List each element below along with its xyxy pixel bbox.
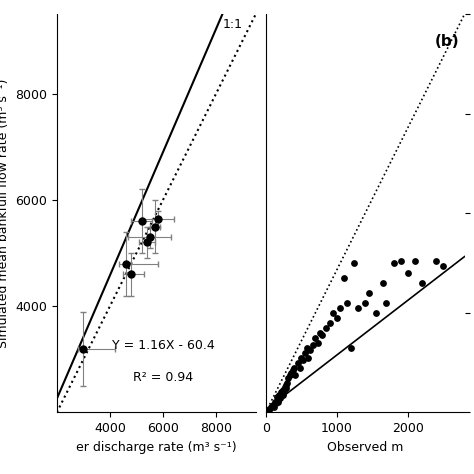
Point — [283, 379, 291, 386]
Point — [337, 304, 344, 312]
Point — [281, 384, 289, 392]
Point — [383, 299, 390, 307]
Point — [307, 346, 314, 354]
Point — [311, 334, 319, 342]
Point — [282, 385, 289, 392]
Point — [418, 279, 426, 287]
Point — [296, 364, 303, 372]
Point — [319, 331, 326, 339]
Point — [304, 354, 312, 362]
Point — [322, 324, 330, 332]
Point — [314, 339, 321, 346]
Point — [289, 366, 296, 374]
Point — [277, 392, 284, 400]
Point — [274, 396, 282, 404]
Point — [432, 257, 440, 264]
Point — [287, 369, 295, 376]
Point — [397, 257, 404, 264]
Point — [283, 381, 290, 389]
Point — [372, 309, 380, 317]
Point — [269, 401, 276, 409]
Point — [344, 299, 351, 307]
Point — [365, 289, 373, 297]
Point — [286, 371, 293, 379]
Point — [267, 403, 275, 411]
Point — [297, 354, 305, 362]
Point — [278, 390, 286, 397]
Point — [347, 344, 355, 352]
Point — [290, 364, 298, 372]
Y-axis label: Simulated mean bankfull flow rate (m³ s⁻¹): Simulated mean bankfull flow rate (m³ s⁻… — [0, 79, 9, 348]
Point — [439, 262, 447, 269]
Point — [379, 279, 387, 287]
Point — [292, 371, 299, 379]
Point — [333, 314, 340, 322]
Point — [277, 389, 285, 396]
Point — [299, 356, 306, 364]
Point — [280, 388, 288, 395]
Point — [276, 395, 283, 402]
Point — [294, 359, 301, 366]
Point — [279, 391, 286, 399]
Text: 1:1: 1:1 — [222, 18, 243, 31]
Text: R² = 0.94: R² = 0.94 — [133, 371, 193, 383]
Point — [361, 299, 369, 307]
Text: Y = 1.16X - 60.4: Y = 1.16X - 60.4 — [111, 339, 214, 352]
Text: (b): (b) — [435, 34, 459, 49]
Point — [273, 393, 281, 401]
Point — [354, 304, 362, 312]
Point — [309, 341, 316, 349]
X-axis label: er discharge rate (m³ s⁻¹): er discharge rate (m³ s⁻¹) — [76, 441, 237, 454]
Point — [404, 269, 411, 277]
Point — [265, 406, 273, 414]
Point — [280, 386, 287, 394]
Point — [270, 403, 278, 411]
Point — [411, 257, 419, 264]
Point — [329, 309, 337, 317]
Point — [390, 259, 397, 267]
Point — [303, 344, 310, 352]
X-axis label: Observed m: Observed m — [327, 441, 403, 454]
Point — [340, 274, 347, 282]
Point — [284, 374, 292, 381]
Point — [274, 399, 282, 406]
Point — [273, 400, 280, 407]
Point — [351, 259, 358, 267]
Point — [275, 391, 283, 399]
Point — [301, 349, 309, 356]
Point — [326, 319, 333, 327]
Point — [316, 329, 323, 337]
Point — [271, 399, 279, 406]
